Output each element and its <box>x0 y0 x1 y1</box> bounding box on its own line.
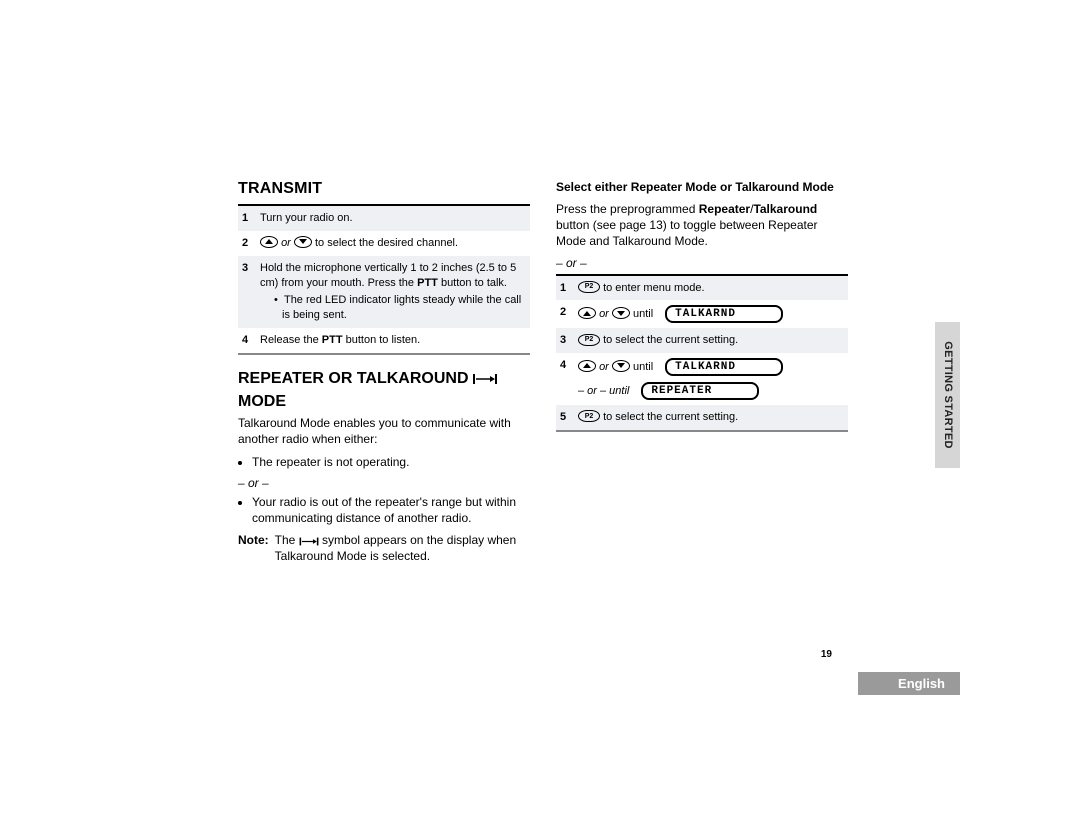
text-part: to enter menu mode. <box>603 282 705 294</box>
step-row: 4 Release the PTT button to listen. <box>238 328 530 353</box>
step-text: or until TALKARND – or – until REPEATER <box>578 358 844 400</box>
text-part: Release the <box>260 334 322 346</box>
p2-button-icon: P2 <box>578 281 600 293</box>
step-text: P2 to select the current setting. <box>578 333 844 348</box>
heading-transmit: TRANSMIT <box>238 180 530 198</box>
down-arrow-icon <box>612 307 630 319</box>
note-label: Note: <box>238 532 269 564</box>
until-text: until <box>633 308 653 320</box>
step-row: 1 Turn your radio on. <box>238 206 530 231</box>
step-number: 2 <box>242 236 252 251</box>
text-part: to select the current setting. <box>603 411 738 423</box>
step-row: 2 or until TALKARND <box>556 300 848 328</box>
list-item: Your radio is out of the repeater's rang… <box>252 494 530 526</box>
step-text: Turn your radio on. <box>260 211 526 226</box>
talkaround-icon <box>299 536 319 547</box>
text-bold: Repeater <box>699 202 750 216</box>
p2-button-icon: P2 <box>578 410 600 422</box>
sub-bullet: • The red LED indicator lights steady wh… <box>274 293 526 323</box>
mode-select-steps-table: 1 P2 to enter menu mode. 2 or until TALK… <box>556 274 848 433</box>
or-separator: – or – <box>556 256 848 270</box>
or-text: or <box>599 361 609 373</box>
text-part: to select the current setting. <box>603 334 738 346</box>
text-part: The <box>275 533 299 547</box>
bullet-text: The red LED indicator lights steady whil… <box>282 294 521 321</box>
step-number: 3 <box>560 333 570 348</box>
left-column: TRANSMIT 1 Turn your radio on. 2 or to s… <box>238 180 530 565</box>
bullet-list: The repeater is not operating. <box>252 454 530 470</box>
talkaround-icon <box>473 372 497 386</box>
text-bold: Talkaround <box>753 202 817 216</box>
step-text: or until TALKARND <box>578 305 844 323</box>
step-text: P2 to enter menu mode. <box>578 281 844 296</box>
or-text: or <box>281 237 291 249</box>
text-part: button to talk. <box>438 277 507 289</box>
up-arrow-icon <box>578 307 596 319</box>
step-number: 4 <box>560 358 570 373</box>
step-text: P2 to select the current setting. <box>578 410 844 425</box>
step-row: 4 or until TALKARND – or – until REPEA <box>556 353 848 405</box>
subheading: Select either Repeater Mode or Talkaroun… <box>556 180 848 195</box>
right-column: Select either Repeater Mode or Talkaroun… <box>556 180 848 565</box>
step-number: 4 <box>242 333 252 348</box>
lcd-display: TALKARND <box>665 358 783 376</box>
or-until-text: – or – until <box>578 384 629 399</box>
list-item: The repeater is not operating. <box>252 454 530 470</box>
step-text: Release the PTT button to listen. <box>260 333 526 348</box>
step-number: 5 <box>560 410 570 425</box>
step-row: 2 or to select the desired channel. <box>238 231 530 256</box>
transmit-steps-table: 1 Turn your radio on. 2 or to select the… <box>238 204 530 355</box>
text-part: button to listen. <box>343 334 421 346</box>
lcd-display: TALKARND <box>665 305 783 323</box>
heading-text-a: REPEATER OR TALKAROUND <box>238 369 469 388</box>
language-bar: English <box>858 672 960 695</box>
step-row: 5 P2 to select the current setting. <box>556 405 848 430</box>
body-text: Talkaround Mode enables you to communica… <box>238 415 530 447</box>
step-number: 2 <box>560 305 570 320</box>
section-tab-label: GETTING STARTED <box>942 341 954 449</box>
text-bold: PTT <box>322 334 343 346</box>
step-row: 3 Hold the microphone vertically 1 to 2 … <box>238 256 530 328</box>
step-number: 1 <box>242 211 252 226</box>
p2-button-icon: P2 <box>578 334 600 346</box>
body-text: Press the preprogrammed Repeater/Talkaro… <box>556 201 848 250</box>
or-text: or <box>599 308 609 320</box>
until-text: until <box>633 361 653 373</box>
heading-repeater-talkaround: REPEATER OR TALKAROUND MODE <box>238 369 530 411</box>
text-part: Press the preprogrammed <box>556 202 699 216</box>
heading-text-b: MODE <box>238 392 530 411</box>
lcd-display: REPEATER <box>641 382 759 400</box>
text-bold: PTT <box>417 277 438 289</box>
step-text: Hold the microphone vertically 1 to 2 in… <box>260 261 526 323</box>
section-tab: GETTING STARTED <box>935 322 960 468</box>
or-separator: – or – <box>238 476 530 490</box>
text-part: button (see page 13) to toggle between R… <box>556 218 818 248</box>
up-arrow-icon <box>260 236 278 248</box>
step-number: 1 <box>560 281 570 296</box>
language-label: English <box>898 676 945 691</box>
note-body: The symbol appears on the display when T… <box>275 532 530 564</box>
page-number: 19 <box>821 649 832 660</box>
step-number: 3 <box>242 261 252 276</box>
up-arrow-icon <box>578 360 596 372</box>
step-row: 1 P2 to enter menu mode. <box>556 276 848 301</box>
down-arrow-icon <box>294 236 312 248</box>
bullet-list: Your radio is out of the repeater's rang… <box>252 494 530 526</box>
down-arrow-icon <box>612 360 630 372</box>
step-text: or to select the desired channel. <box>260 236 526 251</box>
note: Note: The symbol appears on the display … <box>238 532 530 564</box>
step-row: 3 P2 to select the current setting. <box>556 328 848 353</box>
step-suffix: to select the desired channel. <box>315 237 458 249</box>
